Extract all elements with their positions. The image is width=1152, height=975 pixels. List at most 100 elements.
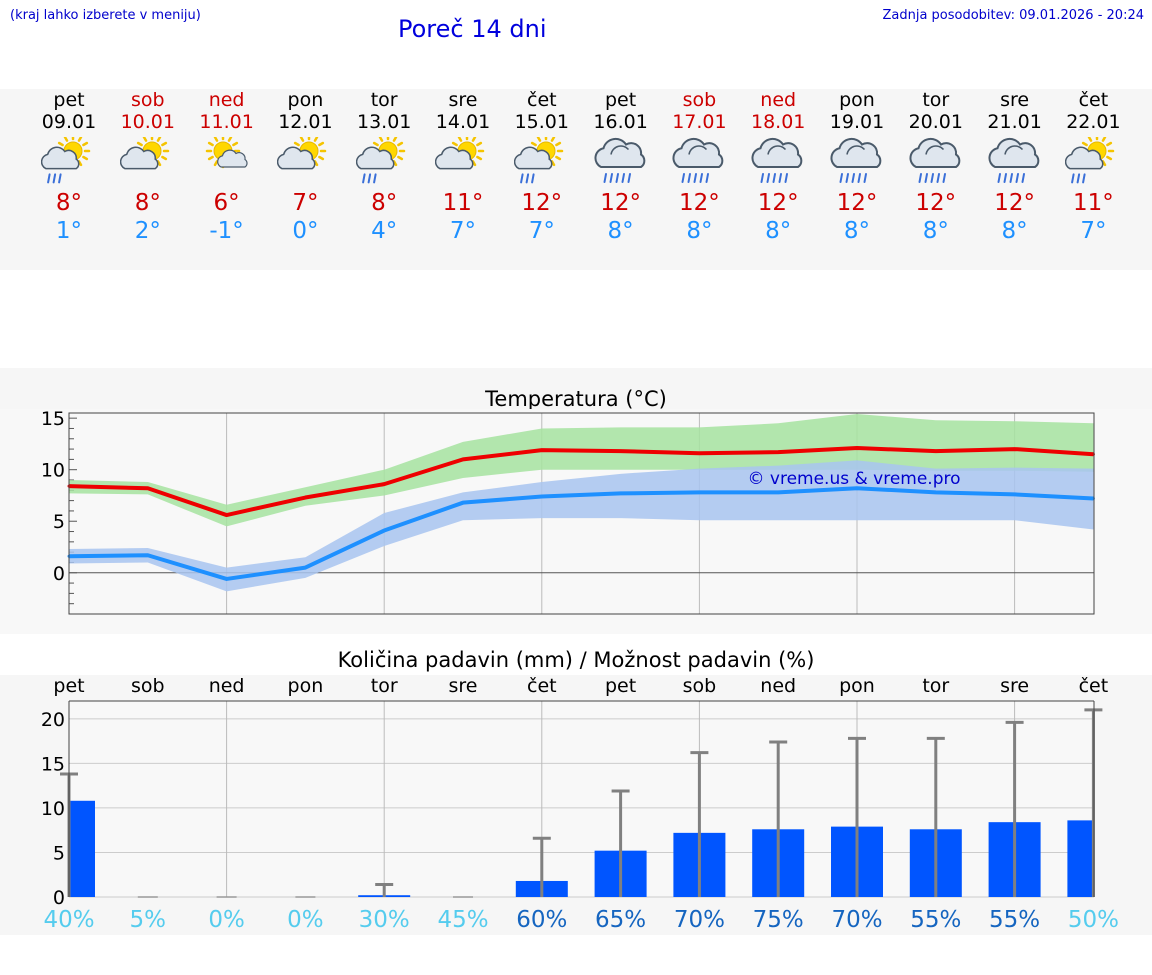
cloud-rain-icon xyxy=(988,137,1039,183)
day-date: 19.01 xyxy=(829,111,885,133)
sun-cloud-rain-icon xyxy=(41,137,91,184)
day-column: tor 13.01 8° 4° xyxy=(344,89,424,245)
max-range-band xyxy=(69,414,1094,527)
y-tick-label: 0 xyxy=(53,887,65,909)
min-temperature: -1° xyxy=(209,218,244,244)
max-temperature-line-point xyxy=(855,446,859,450)
day-column: pet 16.01 12° 8° xyxy=(581,89,661,245)
min-temperature: 7° xyxy=(528,218,555,244)
day-date: 15.01 xyxy=(514,111,569,133)
min-temperature: 8° xyxy=(765,218,792,244)
min-temperature-line-point xyxy=(146,553,150,557)
day-column: pon 12.01 7° 0° xyxy=(265,89,345,245)
x-tick-label: sob xyxy=(683,675,717,697)
max-temperature: 8° xyxy=(371,190,398,216)
min-temperature: 7° xyxy=(1080,218,1107,244)
min-temperature-line-point xyxy=(855,486,859,490)
precipitation-probability: 55% xyxy=(989,907,1040,933)
min-temperature-line-point xyxy=(461,501,465,505)
max-temperature: 12° xyxy=(679,190,720,216)
min-temperature: 1° xyxy=(55,218,83,244)
x-tick-label: sre xyxy=(1000,675,1029,697)
day-date: 21.01 xyxy=(987,111,1042,133)
page-title: Poreč 14 dni xyxy=(398,15,547,43)
precipitation-probability: 0% xyxy=(287,907,324,933)
max-temperature-line-point xyxy=(776,450,780,454)
min-temperature: 4° xyxy=(371,218,398,244)
day-name: ned xyxy=(760,89,797,111)
sun-cloud-rain-icon xyxy=(1065,137,1115,184)
day-date: 10.01 xyxy=(120,111,175,133)
min-temperature: 8° xyxy=(607,218,634,244)
y-tick-label: 5 xyxy=(53,842,65,864)
min-temperature-line-point xyxy=(934,490,938,494)
cloud-rain-icon xyxy=(672,137,724,183)
max-temperature-line-point xyxy=(697,451,701,455)
x-tick-label: pon xyxy=(288,675,324,697)
day-name: pon xyxy=(839,89,875,111)
day-name: čet xyxy=(1078,89,1109,111)
max-temperature: 6° xyxy=(213,190,240,216)
min-temperature-line-point xyxy=(1013,492,1017,496)
day-name: pon xyxy=(287,89,324,111)
watermark: © vreme.us & vreme.pro xyxy=(747,469,960,489)
day-name: tor xyxy=(922,89,950,111)
day-date: 14.01 xyxy=(435,111,491,133)
day-name: pet xyxy=(604,89,637,111)
x-tick-label: sob xyxy=(131,675,165,697)
day-column: tor 20.01 12° 8° xyxy=(896,89,976,245)
day-date: 16.01 xyxy=(593,111,648,133)
min-temperature-line-point xyxy=(382,529,386,533)
day-name: čet xyxy=(527,89,557,111)
x-tick-label: ned xyxy=(760,675,796,697)
last-updated: Zadnja posodobitev: 09.01.2026 - 20:24 xyxy=(882,8,1144,23)
max-temperature: 12° xyxy=(521,190,563,216)
max-temperature-line-point xyxy=(461,457,465,461)
plot-frame xyxy=(68,412,1095,615)
precipitation-probability: 75% xyxy=(753,907,804,933)
day-date: 22.01 xyxy=(1066,111,1121,133)
day-column: sob 10.01 8° 2° xyxy=(108,89,188,245)
x-tick-label: sre xyxy=(449,675,478,697)
precipitation-probability: 65% xyxy=(595,907,646,933)
x-tick-label: pet xyxy=(53,675,84,697)
day-date: 20.01 xyxy=(908,111,963,133)
cloud-rain-icon xyxy=(751,137,803,183)
max-temperature-line-point xyxy=(303,496,307,500)
day-column: ned 18.01 12° 8° xyxy=(738,89,818,245)
precipitation-probability: 70% xyxy=(674,907,725,933)
y-tick-label: 10 xyxy=(41,798,65,820)
day-column: čet 15.01 12° 7° xyxy=(502,89,582,245)
precipitation-chart: 0 5 10 15 20 pet sob ned pon tor sre čet pet sob ned po… xyxy=(41,675,1119,933)
x-tick-label: pet xyxy=(605,675,636,697)
day-name: pet xyxy=(53,89,85,111)
day-date: 13.01 xyxy=(356,111,412,133)
day-date: 17.01 xyxy=(672,111,727,133)
min-temperature: 8° xyxy=(686,218,713,244)
min-temperature-line-point xyxy=(303,566,307,570)
precipitation-probability: 60% xyxy=(516,907,567,933)
min-temperature-line-point xyxy=(619,491,623,495)
y-tick-label: 15 xyxy=(41,753,65,775)
min-temperature-line-point xyxy=(776,490,780,494)
max-temperature: 12° xyxy=(915,190,957,216)
max-temperature: 12° xyxy=(757,190,799,216)
day-name: sre xyxy=(448,89,478,111)
max-temperature-line-point xyxy=(1013,447,1017,451)
min-temperature: 0° xyxy=(292,218,319,244)
sun-cloud-icon xyxy=(119,137,170,170)
sun-cloud-rain-icon xyxy=(356,137,406,184)
precipitation-probability: 40% xyxy=(43,907,94,933)
max-temperature-line-point xyxy=(146,486,150,490)
max-temperature-line xyxy=(68,446,1094,518)
day-column: čet 22.01 11° 7° xyxy=(1053,89,1133,245)
min-temperature: 8° xyxy=(922,218,949,244)
temperature-chart: 0 5 10 15 © vreme.us & vreme.pro xyxy=(0,408,1152,634)
day-date: 09.01 xyxy=(41,111,97,133)
x-tick-label: čet xyxy=(527,675,557,697)
sun-small-cloud-icon xyxy=(205,137,248,169)
max-temperature: 11° xyxy=(1073,190,1114,216)
x-tick-label: tor xyxy=(922,675,949,697)
min-temperature-line-point xyxy=(540,494,544,498)
day-name: sob xyxy=(131,89,165,111)
